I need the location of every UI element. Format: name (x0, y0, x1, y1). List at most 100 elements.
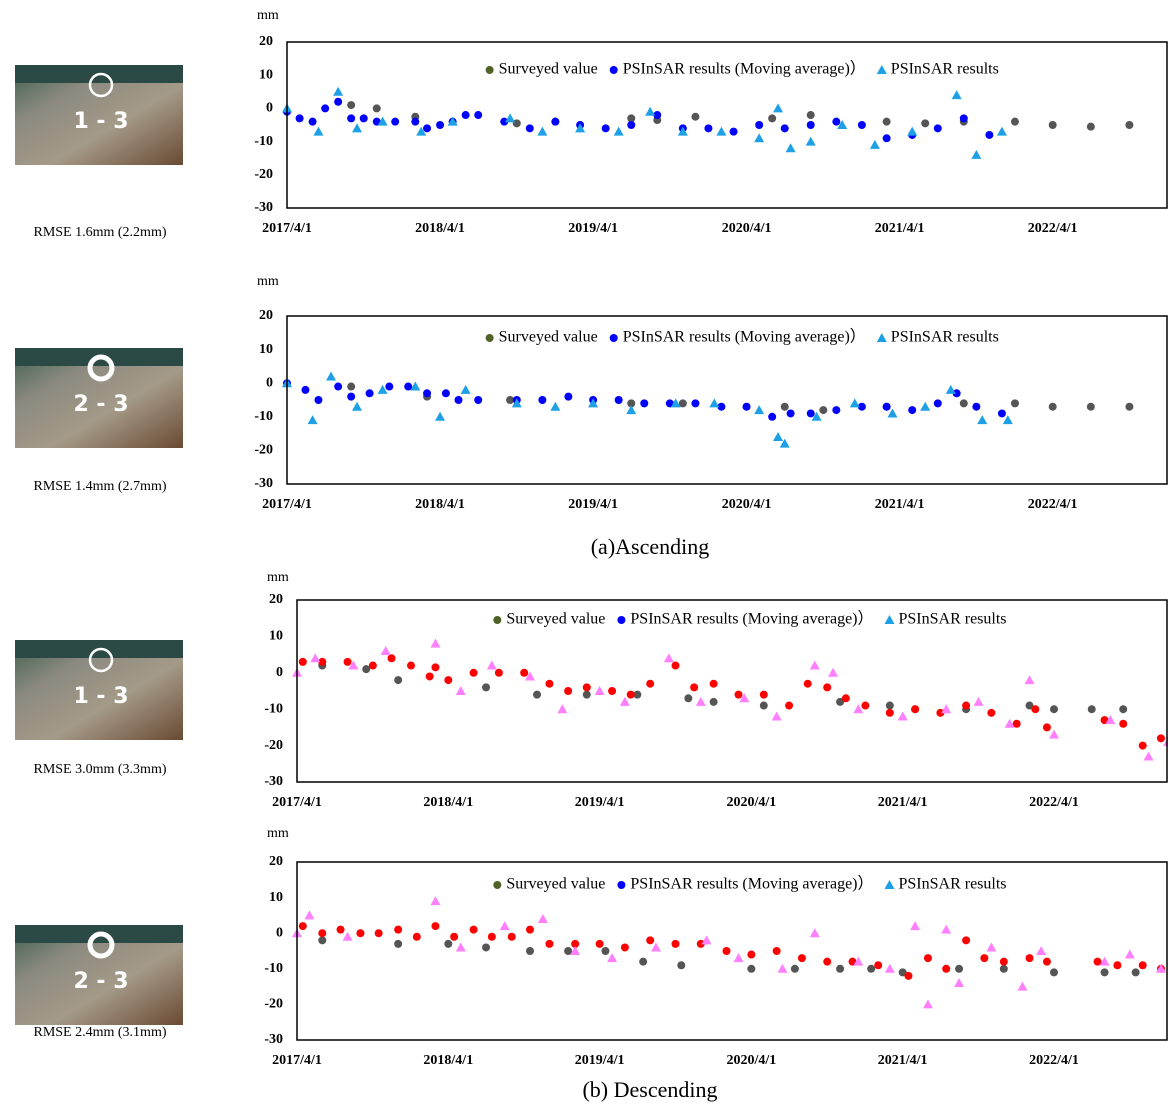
data-point (1011, 118, 1019, 126)
data-point (924, 954, 932, 962)
data-point (369, 662, 377, 670)
data-point (1049, 121, 1057, 129)
data-point (883, 118, 891, 126)
legend-marker (610, 66, 618, 74)
x-tick-label: 2019/4/1 (568, 221, 618, 236)
x-tick-label: 2022/4/1 (1028, 221, 1078, 236)
data-point (1011, 399, 1019, 407)
photo-label: 2 - 3 (73, 392, 128, 417)
data-point (301, 386, 309, 394)
legend-marker (877, 65, 887, 74)
data-point (1157, 734, 1165, 742)
data-point (1119, 705, 1127, 713)
data-point (722, 947, 730, 955)
data-point (904, 972, 912, 980)
data-point (538, 914, 548, 923)
y-tick-label: -30 (254, 200, 273, 215)
data-point (898, 711, 908, 720)
data-point (781, 124, 789, 132)
data-point (595, 686, 605, 695)
data-point (690, 683, 698, 691)
data-point (537, 127, 547, 136)
data-point (545, 680, 553, 688)
data-point (955, 965, 963, 973)
data-point (828, 668, 838, 677)
data-point (977, 415, 987, 424)
data-point (640, 399, 648, 407)
data-point (1031, 705, 1039, 713)
caption: (a)Ascending (591, 534, 710, 559)
data-point (735, 691, 743, 699)
data-point (807, 409, 815, 417)
data-point (474, 396, 482, 404)
data-point (886, 709, 894, 717)
y-tick-label: -20 (264, 738, 283, 753)
data-point (910, 921, 920, 930)
data-point (960, 114, 968, 122)
data-point (911, 705, 919, 713)
data-point (442, 389, 450, 397)
data-point (696, 697, 706, 706)
data-point (456, 686, 466, 695)
data-point (768, 413, 776, 421)
x-tick-label: 2018/4/1 (423, 1053, 473, 1068)
data-point (482, 943, 490, 951)
data-point (980, 954, 988, 962)
x-tick-label: 2017/4/1 (262, 221, 312, 236)
data-point (474, 111, 482, 119)
data-point (819, 406, 827, 414)
data-point (347, 101, 355, 109)
data-point (488, 933, 496, 941)
x-tick-label: 2021/4/1 (878, 795, 928, 810)
data-point (861, 702, 869, 710)
data-point (702, 935, 712, 944)
legend-label: PSInSAR results (Moving average)） (630, 875, 873, 893)
data-point (1101, 968, 1109, 976)
data-point (444, 676, 452, 684)
data-point (710, 680, 718, 688)
data-point (798, 954, 806, 962)
rmse: RMSE 1.4mm (2.7mm) (33, 479, 166, 494)
data-point (810, 928, 820, 937)
data-point (646, 936, 654, 944)
data-point (1036, 946, 1046, 955)
data-point (602, 124, 610, 132)
legend-marker (617, 881, 625, 889)
data-point (998, 409, 1006, 417)
legend-marker (885, 880, 895, 889)
data-point (334, 383, 342, 391)
data-point (1125, 950, 1135, 959)
data-point (664, 653, 674, 662)
data-point (870, 140, 880, 149)
data-point (1049, 403, 1057, 411)
y-tick-label: -20 (254, 167, 273, 182)
data-point (551, 118, 559, 126)
data-point (710, 698, 718, 706)
y-tick-label: 10 (259, 342, 273, 357)
data-point (785, 702, 793, 710)
y-axis-label: mm (267, 826, 289, 841)
data-point (883, 134, 891, 142)
data-point (997, 127, 1007, 136)
data-point (760, 702, 768, 710)
data-point (974, 697, 984, 706)
data-point (608, 687, 616, 695)
rmse: RMSE 2.4mm (3.1mm) (33, 1025, 166, 1040)
data-point (626, 405, 636, 414)
data-point (651, 942, 661, 951)
data-point (526, 124, 534, 132)
legend-label: PSInSAR results (Moving average)） (630, 610, 873, 628)
legend-marker (610, 334, 618, 342)
data-point (347, 383, 355, 391)
x-tick-label: 2022/4/1 (1028, 497, 1078, 512)
y-tick-label: -20 (264, 997, 283, 1012)
y-tick-label: 20 (269, 592, 283, 607)
data-point (747, 951, 755, 959)
data-point (601, 947, 609, 955)
data-point (304, 910, 314, 919)
data-point (627, 691, 635, 699)
x-tick-label: 2017/4/1 (272, 1053, 322, 1068)
data-point (583, 691, 591, 699)
y-axis-label: mm (267, 570, 289, 585)
data-point (423, 389, 431, 397)
